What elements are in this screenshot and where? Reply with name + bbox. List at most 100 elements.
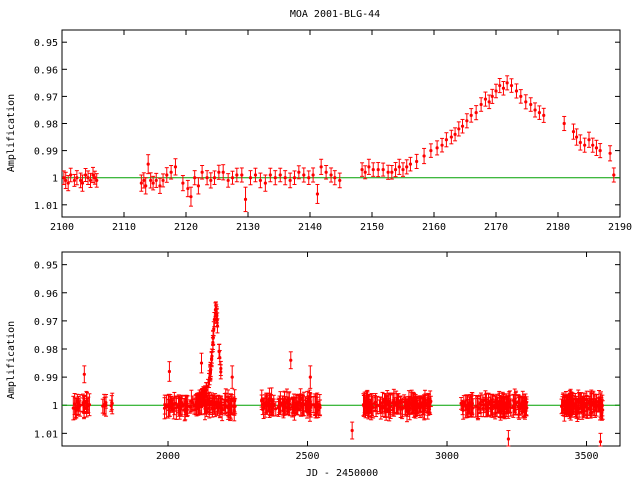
data-point	[61, 170, 66, 185]
data-point	[562, 115, 567, 132]
data-point	[218, 364, 223, 380]
data-point	[386, 164, 391, 180]
data-point	[94, 173, 99, 188]
data-point	[366, 158, 371, 175]
data-point	[196, 394, 201, 410]
data-point	[414, 153, 419, 169]
data-point	[311, 167, 316, 183]
data-point	[188, 186, 193, 207]
data-point	[154, 172, 159, 188]
data-point	[232, 399, 237, 422]
data-point	[469, 108, 474, 123]
data-point	[223, 392, 228, 408]
top-panel: 0.95 0.96 0.97 0.98 0.99 1 1.01 2100 2110 2120 213…	[34, 29, 632, 233]
data-point	[264, 392, 269, 415]
data-point	[180, 395, 185, 417]
data-point	[413, 394, 418, 415]
data-point	[304, 399, 309, 412]
data-point	[377, 399, 382, 413]
data-point	[297, 395, 302, 410]
data-point	[82, 365, 87, 384]
data-point	[164, 167, 169, 183]
data-point	[361, 395, 366, 417]
data-point	[88, 172, 93, 188]
data-point	[571, 123, 576, 140]
y-tick-label: 0.96	[34, 289, 58, 300]
x-tick-label: 2160	[422, 222, 446, 233]
data-point	[581, 392, 586, 417]
data-point	[68, 167, 73, 183]
x-tick-label: 2140	[298, 222, 322, 233]
data-point	[267, 397, 272, 413]
data-point	[588, 398, 593, 419]
bottom-ylabel: Amplification	[6, 321, 17, 399]
data-point	[611, 167, 616, 183]
data-point	[80, 174, 85, 192]
data-point	[288, 351, 293, 370]
y-tick-label: 0.98	[34, 345, 58, 356]
data-point	[209, 392, 214, 411]
data-point	[398, 399, 403, 418]
data-point	[190, 395, 195, 411]
data-point	[86, 170, 91, 185]
data-point	[73, 397, 78, 420]
data-point	[481, 398, 486, 411]
data-point	[82, 394, 87, 412]
data-point	[141, 172, 146, 189]
y-tick-label: 1	[52, 401, 58, 412]
data-point	[226, 173, 231, 188]
top-ylabel: Amplification	[6, 94, 17, 172]
x-tick-label: 2180	[546, 222, 570, 233]
data-point	[350, 421, 355, 440]
data-point	[508, 390, 513, 413]
y-tick-label: 0.99	[34, 147, 58, 158]
x-tick-label: 2120	[174, 222, 198, 233]
data-point	[176, 394, 181, 415]
data-point	[479, 97, 484, 112]
data-point	[324, 165, 329, 180]
data-point	[440, 137, 445, 153]
data-point	[139, 174, 144, 192]
x-tick-label: 3500	[574, 451, 598, 462]
data-point	[253, 167, 258, 183]
data-point	[561, 392, 566, 412]
data-point	[389, 165, 394, 180]
data-point	[143, 177, 148, 195]
data-point	[248, 170, 253, 186]
data-point	[169, 165, 174, 180]
x-tick-label: 2100	[50, 222, 74, 233]
data-point	[164, 394, 169, 419]
data-point	[278, 397, 283, 413]
bottom-xlabel: JD - 2450000	[306, 468, 378, 479]
data-point	[284, 388, 289, 412]
data-point	[148, 172, 153, 189]
data-point	[307, 401, 312, 422]
data-point	[206, 378, 211, 394]
data-point	[600, 394, 605, 417]
data-point	[497, 394, 502, 418]
data-point	[489, 398, 494, 411]
data-point	[317, 394, 322, 417]
data-point	[278, 167, 283, 183]
y-tick-label: 0.95	[34, 38, 58, 49]
data-point	[461, 395, 466, 411]
data-point	[407, 396, 412, 421]
data-point	[299, 393, 304, 417]
data-point	[76, 395, 81, 412]
data-point	[541, 107, 546, 123]
data-point	[577, 398, 582, 418]
data-point	[293, 400, 298, 413]
data-point	[192, 170, 197, 186]
data-point	[259, 389, 264, 411]
data-point	[478, 394, 483, 414]
data-point	[268, 167, 273, 183]
data-point	[71, 395, 76, 421]
data-point	[418, 398, 423, 419]
data-point	[221, 164, 226, 181]
y-tick-label: 0.98	[34, 120, 58, 131]
data-point	[460, 118, 465, 134]
data-point	[585, 398, 590, 419]
data-point	[313, 396, 318, 419]
data-point	[258, 172, 263, 189]
data-point	[397, 158, 402, 175]
